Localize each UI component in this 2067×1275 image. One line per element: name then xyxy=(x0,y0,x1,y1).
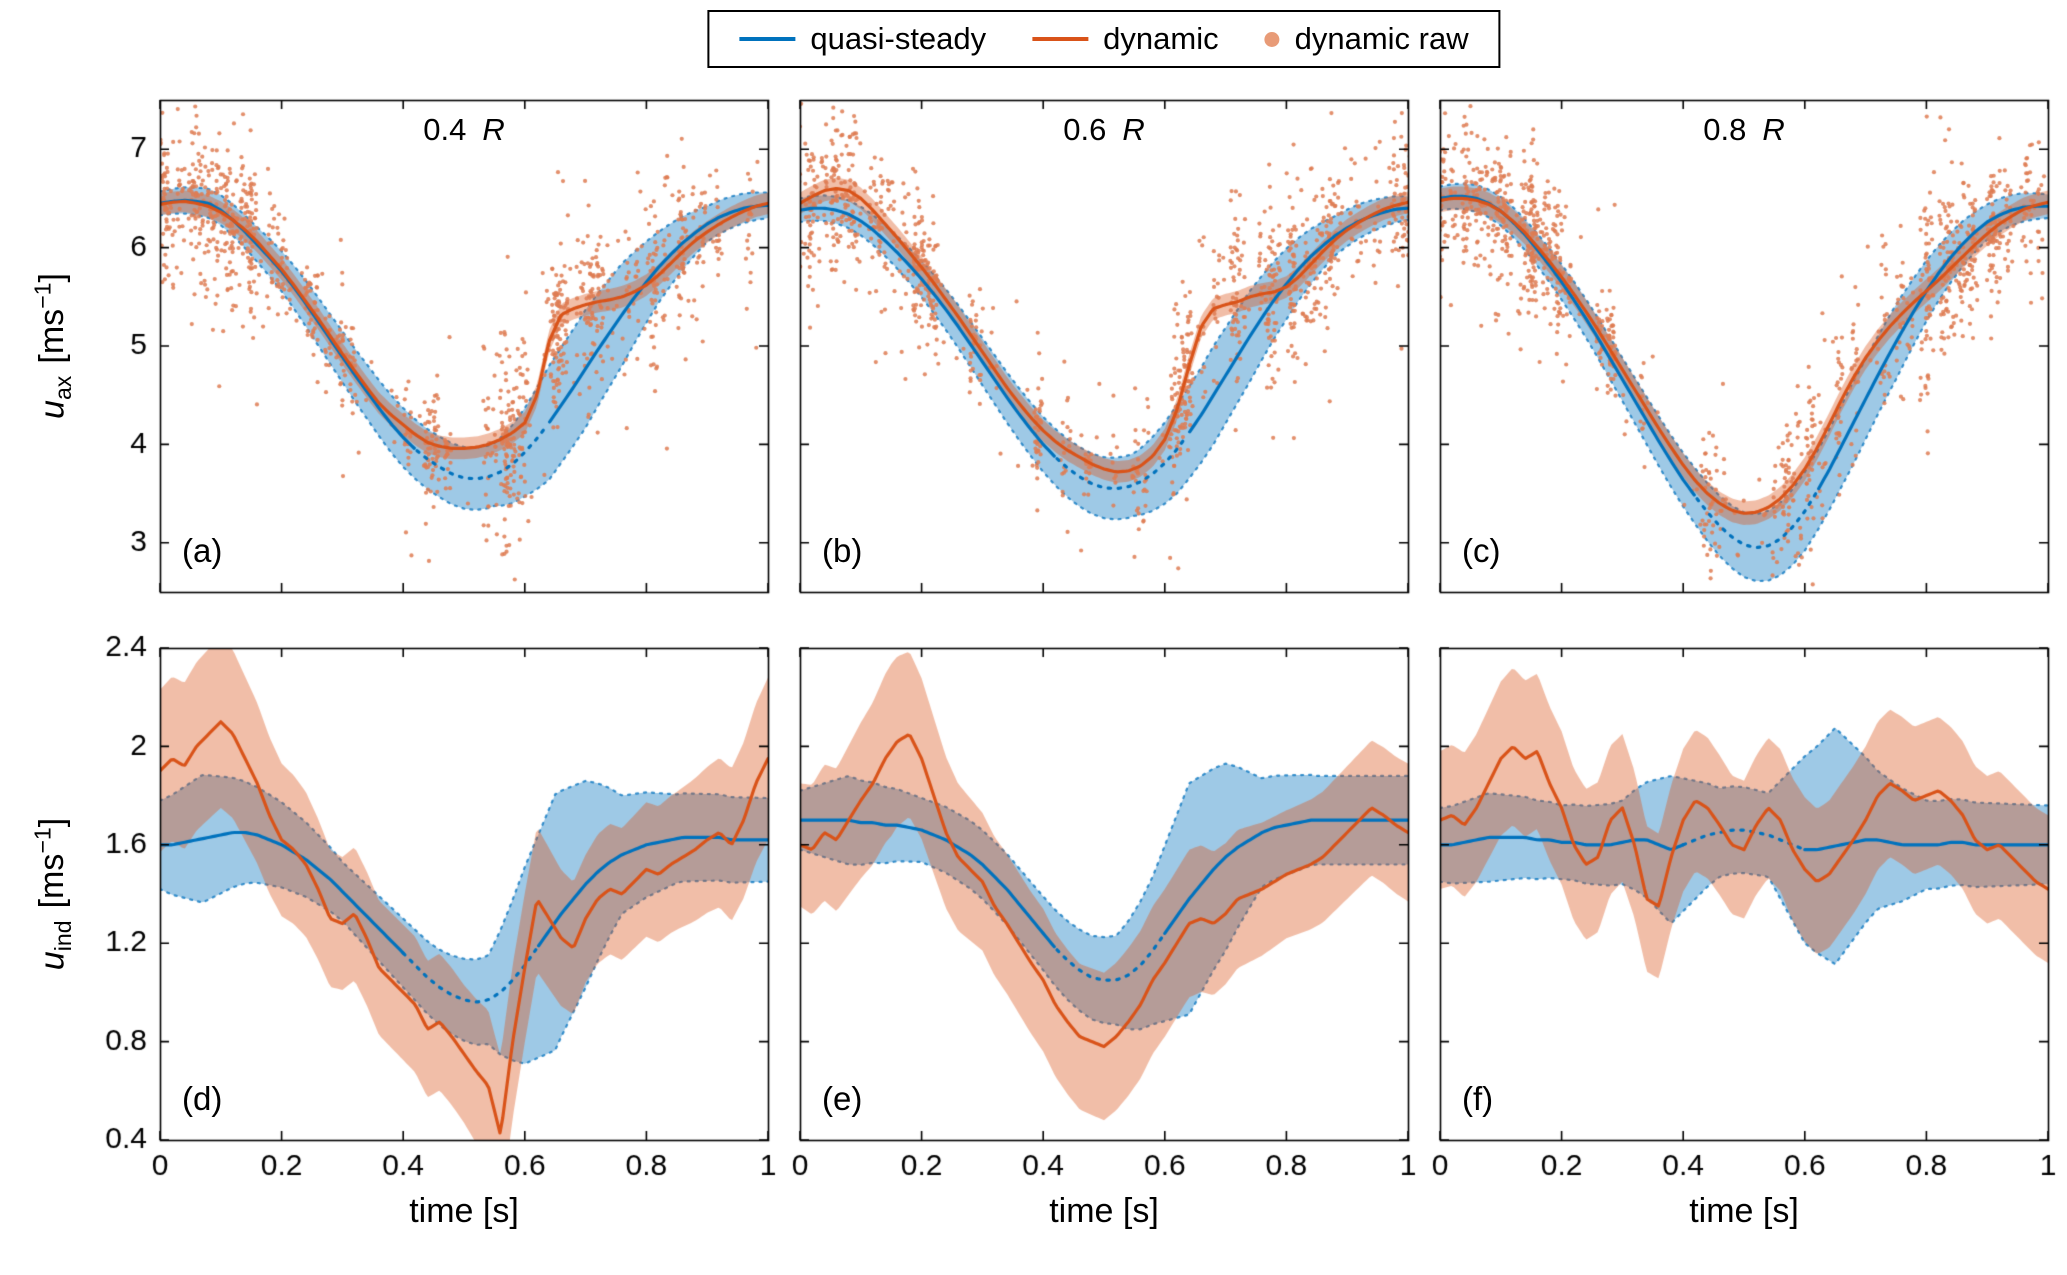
uind-sub: ind xyxy=(50,920,77,952)
panel-title-a: 0.4 R xyxy=(160,112,768,148)
panel-title-c-value: 0.8 xyxy=(1703,112,1747,147)
uind-var: u xyxy=(33,951,72,971)
panel-label-c: (c) xyxy=(1462,532,1501,569)
panel-label-e: (e) xyxy=(822,1080,863,1117)
panel-label-f: (f) xyxy=(1462,1080,1494,1117)
panel-title-a-value: 0.4 xyxy=(423,112,467,147)
panel-label-b: (b) xyxy=(822,532,863,569)
legend-item-dynamic-raw: dynamic raw xyxy=(1264,21,1469,57)
x-axis-label-3: time [s] xyxy=(1689,1192,1799,1230)
legend-label-dynamic: dynamic xyxy=(1103,21,1219,56)
panel-label-a: (a) xyxy=(182,532,223,569)
panel-title-c: 0.8 R xyxy=(1440,112,2048,148)
panel-title-c-symbol: R xyxy=(1762,112,1785,147)
legend-label-quasi-steady: quasi-steady xyxy=(810,21,987,56)
legend-item-quasi-steady: quasi-steady xyxy=(739,21,986,57)
uind-unit-post: ] xyxy=(33,817,72,828)
uax-unit-post: ] xyxy=(33,273,72,283)
uax-unit-sup: −1 xyxy=(30,282,56,309)
legend-item-dynamic: dynamic xyxy=(1032,21,1219,57)
uax-unit-pre: [ms xyxy=(33,308,72,364)
y-axis-label-uax: uax [ms−1] xyxy=(21,181,76,511)
legend-label-dynamic-raw: dynamic raw xyxy=(1294,21,1469,56)
legend: quasi-steady dynamic dynamic raw xyxy=(707,10,1501,68)
panel-title-a-symbol: R xyxy=(482,112,505,147)
uax-sub: ax xyxy=(50,375,77,401)
x-axis-label-1: time [s] xyxy=(409,1192,519,1230)
y-axis-label-uind: uind [ms−1] xyxy=(21,729,76,1059)
dynamic-raw-dot-swatch xyxy=(1264,31,1280,47)
uind-unit-sup: −1 xyxy=(30,827,56,854)
x-axis-label-2: time [s] xyxy=(1049,1192,1159,1230)
panel-title-b-symbol: R xyxy=(1122,112,1145,147)
dynamic-line-swatch xyxy=(1032,37,1089,41)
panel-label-d: (d) xyxy=(182,1080,223,1117)
uax-var: u xyxy=(33,400,72,419)
panel-title-b: 0.6 R xyxy=(800,112,1408,148)
uind-unit-pre: [ms xyxy=(33,853,72,909)
quasi-steady-line-swatch xyxy=(739,37,796,41)
panel-title-b-value: 0.6 xyxy=(1063,112,1107,147)
